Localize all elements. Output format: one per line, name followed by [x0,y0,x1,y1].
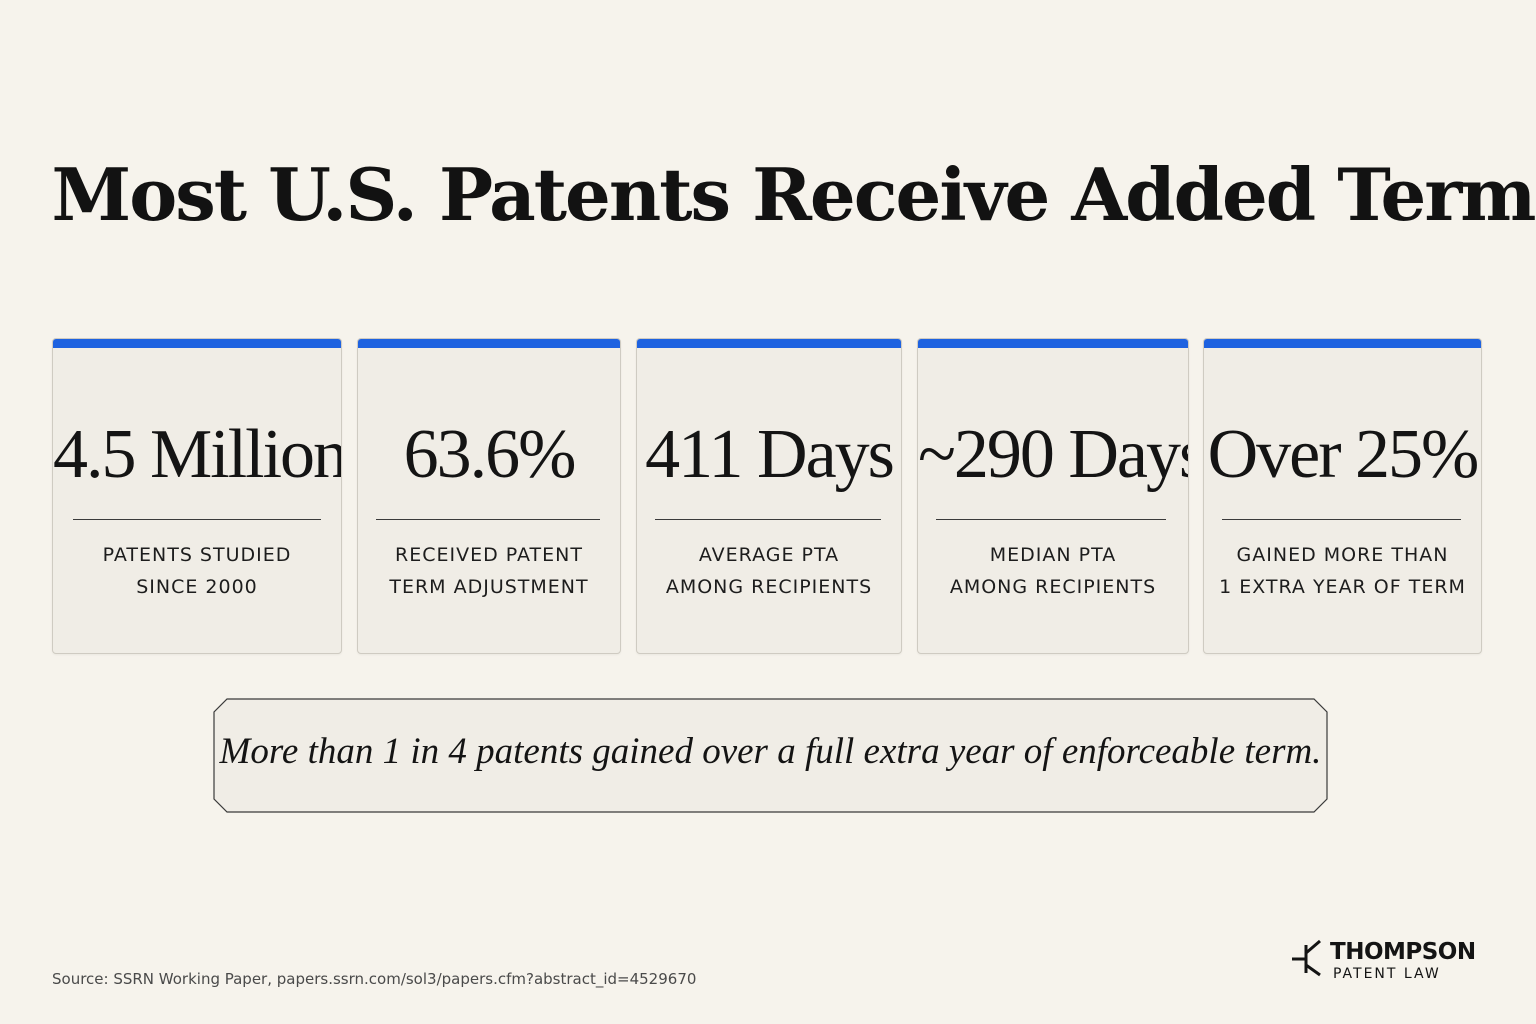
card-divider [376,519,600,520]
stat-label-line: AVERAGE PTA [698,544,840,566]
stat-label-line: TERM ADJUSTMENT [389,576,589,598]
card-accent-bar [1204,339,1481,348]
stat-label-line: RECEIVED PATENT [395,544,583,566]
stat-label: AVERAGE PTA AMONG RECIPIENTS [637,539,901,603]
logo-subtitle: PATENT LAW [1333,966,1441,982]
stat-value: 63.6% [403,416,577,493]
stat-card-patents-studied: 4.5 Million PATENTS STUDIED SINCE 2000 [52,338,342,654]
stat-label: RECEIVED PATENT TERM ADJUSTMENT [358,539,620,603]
stat-label-line: MEDIAN PTA [989,544,1117,566]
page-title: Most U.S. Patents Receive Added Term [51,152,1536,237]
card-divider [73,519,321,520]
card-divider [655,519,881,520]
card-accent-bar [637,339,901,348]
card-accent-bar [358,339,620,348]
stat-value: 4.5 Million [53,416,342,493]
card-divider [936,519,1166,520]
stat-value: ~290 Days [918,416,1189,493]
stat-value: Over 25% [1207,416,1480,493]
stat-label-line: GAINED MORE THAN [1236,544,1449,566]
card-accent-bar [53,339,341,348]
stat-label-line: 1 EXTRA YEAR OF TERM [1219,576,1466,598]
callout-text: More than 1 in 4 patents gained over a f… [219,731,1322,772]
company-logo: THOMPSON PATENT LAW [1290,935,1490,985]
source-citation: Source: SSRN Working Paper, papers.ssrn.… [52,970,697,988]
callout-banner: More than 1 in 4 patents gained over a f… [213,698,1328,813]
stat-card-received-pta: 63.6% RECEIVED PATENT TERM ADJUSTMENT [357,338,621,654]
stat-label-line: AMONG RECIPIENTS [665,576,873,598]
stat-label: GAINED MORE THAN 1 EXTRA YEAR OF TERM [1204,539,1481,603]
stat-card-average-pta: 411 Days AVERAGE PTA AMONG RECIPIENTS [636,338,902,654]
stat-label: PATENTS STUDIED SINCE 2000 [53,539,341,603]
stat-label-line: AMONG RECIPIENTS [949,576,1157,598]
logo-name: THOMPSON [1330,939,1476,965]
transistor-icon [1292,939,1321,977]
stat-label: MEDIAN PTA AMONG RECIPIENTS [918,539,1188,603]
stat-card-median-pta: ~290 Days MEDIAN PTA AMONG RECIPIENTS [917,338,1189,654]
stat-label-line: PATENTS STUDIED [102,544,292,566]
stat-value: 411 Days [645,416,895,493]
callout-frame [213,698,1328,813]
card-divider [1222,519,1461,520]
card-accent-bar [918,339,1188,348]
stat-label-line: SINCE 2000 [136,576,258,598]
stat-card-over-one-year: Over 25% GAINED MORE THAN 1 EXTRA YEAR O… [1203,338,1482,654]
